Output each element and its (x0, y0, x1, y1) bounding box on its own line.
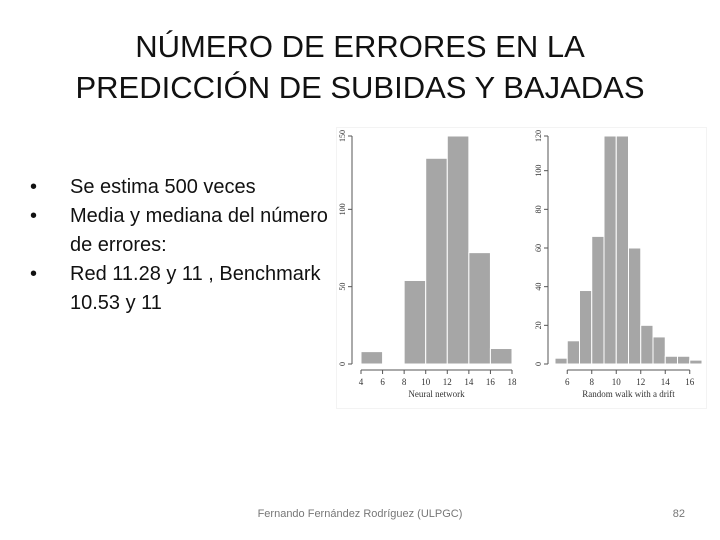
y-tick-label: 80 (534, 205, 543, 213)
histogram-bar (566, 340, 580, 365)
x-tick-label: 18 (508, 377, 518, 387)
x-tick-label: 6 (565, 377, 570, 387)
x-tick-label: 8 (590, 377, 595, 387)
x-tick-label: 16 (486, 377, 496, 387)
histogram-figure: 0 50 100 150 4 6 8 10 12 14 16 18 Neural network 0 20 4… (337, 128, 706, 408)
y-tick-label: 50 (338, 283, 347, 291)
bullet-item: Media y mediana del número de errores: (30, 202, 330, 260)
histogram-bar (603, 135, 617, 365)
histogram-bar (591, 235, 605, 365)
x-tick-label: 16 (685, 377, 695, 387)
y-tick-label: 150 (338, 130, 347, 142)
bullet-item: Red 11.28 y 11 , Benchmark 10.53 y 11 (30, 260, 330, 318)
y-tick-label: 0 (338, 362, 347, 366)
histogram-bar (403, 279, 427, 365)
x-axis-label: Random walk with a drift (582, 389, 675, 399)
histogram-bar (360, 351, 384, 365)
y-tick-label: 20 (534, 321, 543, 329)
y-tick-label: 100 (534, 165, 543, 177)
histogram-bar (579, 290, 593, 365)
histogram-bar (446, 135, 470, 365)
histogram-bar (664, 355, 678, 365)
x-tick-label: 8 (402, 377, 407, 387)
x-tick-label: 14 (661, 377, 671, 387)
histogram-bar (640, 324, 654, 365)
x-tick-label: 10 (421, 377, 431, 387)
page-number: 82 (672, 508, 685, 520)
x-tick-label: 12 (443, 377, 452, 387)
y-tick-label: 0 (534, 362, 543, 366)
y-tick-label: 60 (534, 244, 543, 252)
x-axis-label: Neural network (408, 389, 465, 399)
slide-title: NÚMERO DE ERRORES EN LA PREDICCIÓN DE SU… (20, 26, 700, 108)
y-tick-label: 100 (338, 203, 347, 215)
histogram-bar (652, 336, 666, 365)
bullet-item: Se estima 500 veces (30, 173, 330, 202)
histogram-bar (628, 247, 642, 365)
x-tick-label: 4 (359, 377, 364, 387)
histogram-bar (677, 355, 691, 365)
histogram-bar (554, 357, 568, 365)
y-tick-label: 120 (534, 130, 543, 142)
footer-author: Fernando Fernández Rodríguez (ULPGC) (257, 508, 463, 520)
histogram-bar (425, 157, 448, 365)
histogram-svg: 0 50 100 150 4 6 8 10 12 14 16 18 Neural network 0 20 4… (338, 130, 703, 399)
histogram-bar (468, 252, 491, 365)
slide-title-line-1: NÚMERO DE ERRORES EN LA (135, 29, 585, 64)
x-tick-label: 6 (380, 377, 385, 387)
x-tick-label: 12 (636, 377, 645, 387)
histogram-bar (489, 348, 513, 365)
x-tick-label: 14 (464, 377, 474, 387)
histogram-bar (689, 359, 703, 365)
x-tick-label: 10 (612, 377, 622, 387)
bullet-list: Se estima 500 veces Media y mediana del … (30, 173, 330, 318)
y-tick-label: 40 (534, 283, 543, 291)
histogram-bar (615, 135, 629, 365)
slide-title-line-2: PREDICCIÓN DE SUBIDAS Y BAJADAS (75, 70, 645, 105)
